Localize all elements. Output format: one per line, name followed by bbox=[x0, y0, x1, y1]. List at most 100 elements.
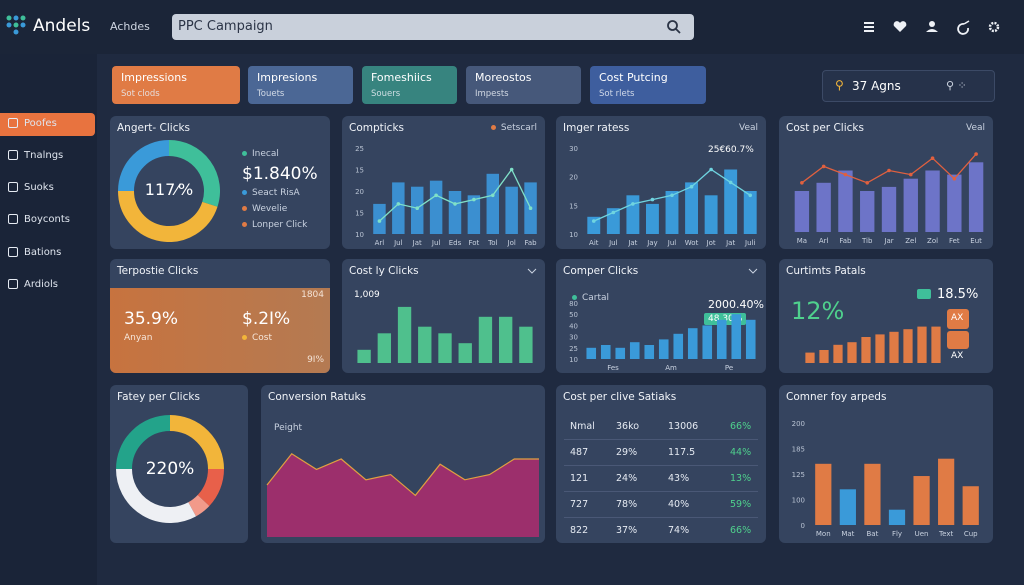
x-tick-label: Zol bbox=[927, 237, 938, 245]
y-tick-label: 80 bbox=[569, 300, 578, 308]
panel: Cost per Clicks Veal Ma Arl Fab Tib Jar Zel Zo… bbox=[779, 116, 993, 249]
table-cell: 13006 bbox=[668, 421, 699, 432]
bar bbox=[731, 314, 742, 359]
chevron[interactable] bbox=[527, 267, 537, 275]
line-point bbox=[670, 193, 674, 198]
kpi-title: Cost Putcing bbox=[599, 71, 668, 84]
sidebar-icon bbox=[8, 247, 18, 257]
sidebar-item[interactable]: Bations bbox=[24, 247, 62, 258]
kpi-card[interactable] bbox=[362, 66, 457, 104]
kpi-card[interactable] bbox=[112, 66, 240, 104]
panel: Angert- Clicks 117⁄% Inecal $1.840% Seac… bbox=[110, 116, 330, 249]
kpi-title: Impressions bbox=[121, 71, 187, 84]
badge-icon: ⚲ bbox=[835, 78, 844, 92]
bar-chart: 30 20 15 10 Ait Jul Jat Jay Jul Wot Jot Jat Juli bbox=[569, 145, 757, 247]
bar bbox=[626, 195, 640, 234]
line-point bbox=[748, 193, 753, 198]
sidebar-item[interactable]: Ardiols bbox=[24, 279, 59, 290]
donut-segment bbox=[116, 468, 197, 523]
bar bbox=[587, 216, 601, 234]
sidebar-item[interactable]: Boyconts bbox=[24, 214, 70, 225]
nav-link[interactable]: Achdes bbox=[110, 20, 150, 33]
badge-box[interactable] bbox=[822, 70, 995, 102]
bar bbox=[606, 208, 620, 234]
line-point bbox=[434, 193, 438, 198]
row-divider bbox=[564, 491, 758, 492]
sidebar-icon bbox=[8, 214, 18, 224]
panel-title: Imger ratess bbox=[563, 122, 630, 134]
badge-actions[interactable]: ⚲ ⁘ bbox=[946, 79, 967, 92]
bar bbox=[743, 191, 757, 234]
bar bbox=[839, 489, 856, 525]
x-tick-label: Jat bbox=[725, 239, 735, 247]
y-tick-label: 100 bbox=[792, 497, 805, 505]
bar bbox=[913, 476, 930, 525]
sidebar-item[interactable]: Suoks bbox=[24, 182, 54, 193]
corner-value: 1804 bbox=[301, 290, 324, 300]
donut-chart bbox=[116, 415, 224, 523]
legend-text: Inecal bbox=[252, 149, 279, 159]
kpi-card[interactable] bbox=[590, 66, 706, 104]
bar bbox=[925, 170, 940, 232]
x-tick-label: Jul bbox=[608, 239, 618, 247]
value: 35.9% bbox=[124, 309, 179, 329]
panel: Cost per clive Satiaks Nmal 36ko 13006 66% 4… bbox=[556, 385, 766, 543]
bar bbox=[397, 306, 412, 363]
panel-title: Compticks bbox=[349, 122, 405, 134]
big-value: 12% bbox=[791, 297, 845, 325]
sidebar-item[interactable]: Poofes bbox=[24, 118, 57, 129]
label-box bbox=[947, 309, 969, 329]
bar bbox=[815, 463, 832, 525]
x-tick-label: Jul bbox=[393, 239, 403, 247]
table-cell: 74% bbox=[668, 525, 690, 536]
y-tick-label: 40 bbox=[569, 322, 578, 330]
y-tick-label: 25 bbox=[355, 145, 364, 153]
table-cell: 78% bbox=[616, 499, 638, 510]
legend: Lonper Click bbox=[242, 220, 307, 230]
chevron[interactable] bbox=[748, 267, 758, 275]
donut-chart bbox=[118, 140, 220, 242]
line-point bbox=[528, 206, 533, 210]
bar bbox=[794, 191, 810, 232]
kpi-card[interactable] bbox=[466, 66, 581, 104]
area-chart bbox=[266, 453, 539, 537]
y-tick-label: 15 bbox=[569, 202, 578, 210]
line-point bbox=[908, 172, 913, 177]
kpi-subtitle: Souers bbox=[371, 89, 401, 99]
donut-segment bbox=[118, 140, 170, 192]
row-divider bbox=[564, 465, 758, 466]
search-icon[interactable] bbox=[666, 19, 682, 35]
bar bbox=[600, 345, 611, 359]
x-tick-label: Jol bbox=[507, 239, 516, 247]
table-cell: 59% bbox=[730, 499, 752, 510]
x-tick-label: Jat bbox=[412, 239, 422, 247]
table-cell: 43% bbox=[668, 473, 690, 484]
line-point bbox=[591, 219, 596, 223]
table-cell: Nmal bbox=[570, 421, 595, 432]
bar bbox=[947, 174, 962, 232]
table-cell: 40% bbox=[668, 499, 690, 510]
bar bbox=[962, 486, 979, 525]
y-tick-label: 200 bbox=[792, 420, 805, 428]
table-cell: 66% bbox=[730, 421, 752, 432]
header-icons[interactable] bbox=[860, 18, 1006, 36]
x-tick-label: Eds bbox=[449, 239, 462, 247]
bar bbox=[903, 329, 913, 363]
search-box[interactable] bbox=[172, 14, 694, 40]
sidebar-icon bbox=[8, 182, 18, 192]
x-tick-label: Bat bbox=[867, 530, 879, 538]
annotation: 2000.40% bbox=[708, 298, 764, 311]
line-point bbox=[689, 184, 694, 189]
panel: Comner foy arpeds 200 185 125 100 0 Mon Mat Bat… bbox=[779, 385, 993, 543]
line-point bbox=[650, 197, 655, 202]
kpi-card[interactable] bbox=[248, 66, 353, 104]
bar bbox=[505, 186, 518, 234]
label-box bbox=[947, 331, 969, 349]
y-tick-label: 30 bbox=[569, 334, 578, 342]
sidebar-item[interactable]: Tnalngs bbox=[24, 150, 64, 161]
line-point bbox=[821, 164, 826, 169]
y-tick-label: 20 bbox=[569, 174, 578, 182]
badge-label: 37 Agns bbox=[852, 79, 901, 93]
line-point bbox=[631, 202, 635, 206]
